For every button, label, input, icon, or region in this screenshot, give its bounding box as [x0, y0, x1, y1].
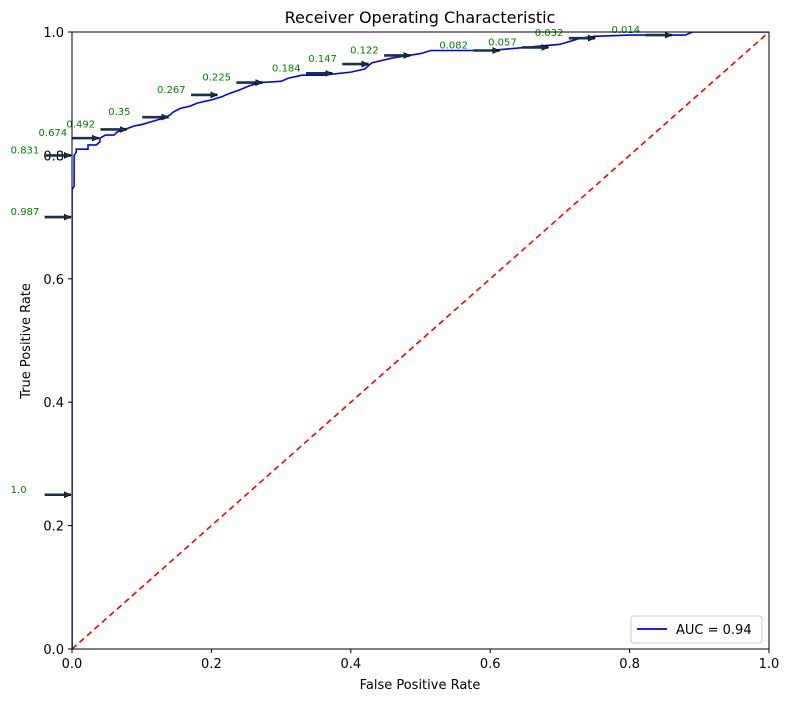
threshold-label: 0.032: [535, 28, 564, 39]
legend: AUC = 0.94: [630, 615, 763, 644]
legend-label: AUC = 0.94: [676, 623, 752, 638]
threshold-label: 1.0: [11, 485, 27, 496]
series-layer: [72, 32, 769, 649]
threshold-label: 0.225: [202, 73, 231, 84]
x-tick-label: 1.0: [759, 657, 780, 672]
x-tick-label: 0.2: [201, 657, 222, 672]
threshold-label: 0.184: [272, 63, 301, 74]
threshold-label: 0.057: [488, 37, 517, 48]
y-tick-label: 1.0: [43, 26, 64, 41]
threshold-label: 0.35: [108, 107, 130, 118]
x-tick-label: 0.8: [619, 657, 640, 672]
threshold-label: 0.492: [66, 119, 95, 130]
tick-layer: 0.0 0.2 0.4 0.6 0.8 1.0 0.0 0.2 0.4 0.6 0.8 1.0: [43, 26, 779, 672]
y-tick-label: 0.6: [43, 273, 64, 288]
x-tick-label: 0.4: [340, 657, 361, 672]
threshold-label: 0.014: [611, 25, 640, 36]
x-tick-label: 0.6: [480, 657, 501, 672]
threshold-label: 0.674: [39, 128, 68, 139]
threshold-label: 0.267: [157, 85, 186, 96]
threshold-label: 0.082: [439, 41, 468, 52]
chart-title: Receiver Operating Characteristic: [285, 8, 556, 27]
threshold-label: 0.122: [350, 45, 379, 56]
y-tick-label: 0.4: [43, 396, 64, 411]
y-tick-label: 0.0: [43, 643, 64, 658]
threshold-label: 0.987: [11, 207, 40, 218]
threshold-label: 0.831: [11, 145, 40, 156]
x-axis-label: False Positive Rate: [360, 678, 481, 693]
x-tick-label: 0.0: [62, 657, 83, 672]
chance-diagonal-line: [72, 32, 769, 649]
plot-frame: [71, 31, 770, 650]
threshold-label: 0.147: [308, 54, 337, 65]
y-tick-label: 0.2: [43, 520, 64, 535]
y-tick-label: 0.8: [43, 149, 64, 164]
legend-box: [630, 615, 763, 644]
y-axis-label: True Positive Rate: [19, 283, 34, 400]
